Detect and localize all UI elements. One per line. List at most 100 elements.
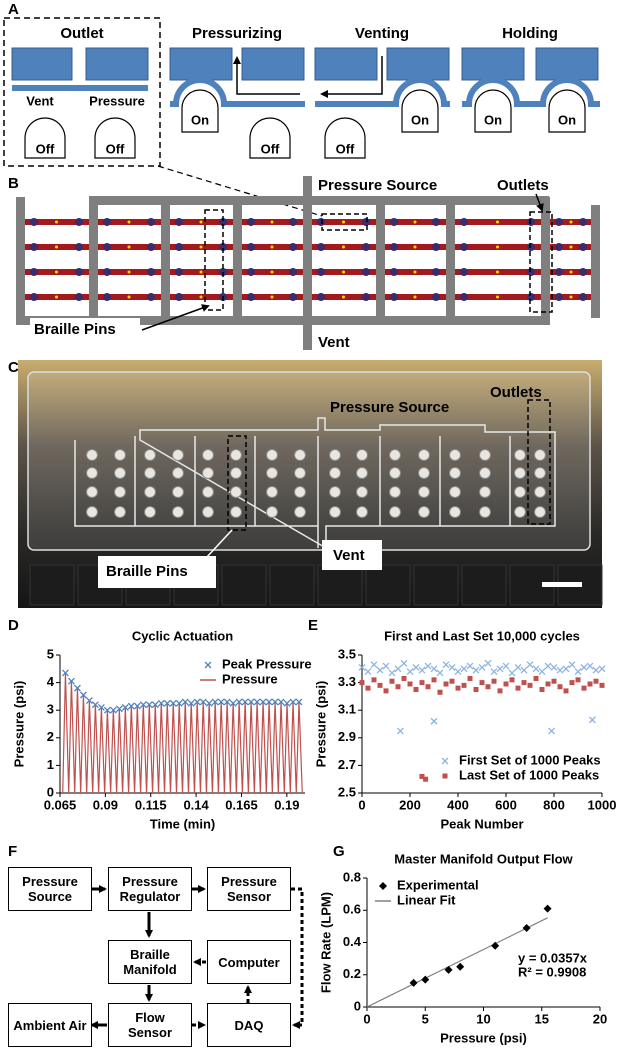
data-point [247, 698, 255, 706]
braille-pin-photo [114, 467, 126, 479]
panel-label: C [8, 359, 19, 376]
data-point [503, 681, 509, 687]
x-tick-label: 0 [358, 797, 365, 812]
data-point [389, 678, 395, 684]
data-point [401, 675, 407, 681]
y-tick-label: 5 [47, 646, 54, 661]
braille-pin-photo [202, 506, 214, 518]
data-point [448, 663, 456, 671]
data-point [359, 680, 365, 686]
keypad-key [365, 564, 411, 606]
flow-node: Computer [207, 940, 291, 984]
x-tick-label: 200 [399, 797, 421, 812]
data-point [436, 669, 444, 677]
state-title: Pressurizing [192, 25, 282, 42]
data-point [235, 698, 243, 706]
valve-dot [342, 220, 345, 224]
braille-pin-dot [460, 293, 468, 301]
x-tick-label: 600 [495, 797, 517, 812]
data-point [283, 699, 291, 707]
data-point [121, 703, 129, 711]
data-point [73, 684, 81, 692]
y-axis-title: Pressure (psi) [11, 681, 26, 768]
data-point [556, 666, 564, 674]
data-point [418, 666, 426, 674]
data-point [406, 668, 414, 676]
label: Vent [318, 334, 350, 351]
data-point [593, 678, 599, 684]
legend-label: Peak Pressure [222, 656, 312, 671]
braille-pin-dot [527, 218, 535, 226]
braille-pin-photo [114, 486, 126, 498]
braille-pin-dot [30, 243, 38, 251]
valve-dot [199, 295, 203, 299]
data-line [62, 672, 303, 794]
y-tick-label: 2.7 [338, 757, 356, 772]
pin-state: On [411, 112, 429, 127]
data-point [539, 687, 545, 692]
braille-pin-dot [317, 218, 325, 226]
valve-dot [569, 220, 573, 224]
braille-pin-dot [75, 268, 83, 276]
data-point [163, 699, 171, 707]
braille-pin-photo [202, 449, 214, 461]
data-point [85, 697, 93, 704]
panel-label: D [8, 617, 19, 634]
manifold-schematic: Pressure Source Outlets Braille Pins Vent [16, 176, 600, 351]
flow-node: Pressure Sensor [207, 867, 291, 911]
legend-label: Linear Fit [397, 892, 456, 907]
manifold-wall [376, 197, 385, 325]
data-point [277, 698, 285, 706]
data-point [520, 666, 528, 674]
x-tick-label: 15 [535, 1011, 549, 1026]
braille-pin-photo [230, 506, 242, 518]
data-point [599, 682, 605, 688]
braille-pin-dot [362, 218, 370, 226]
flow-arrow [233, 56, 300, 95]
braille-pin-photo [418, 449, 430, 461]
braille-pin-photo [230, 486, 242, 498]
data-point [271, 698, 279, 706]
y-tick-label: 0 [354, 998, 361, 1013]
data-point [568, 661, 576, 669]
data-point [557, 684, 563, 690]
legend-label: Last Set of 1000 Peaks [459, 767, 599, 782]
braille-pin-photo [144, 506, 156, 518]
braille-pin-dot [317, 268, 325, 276]
membrane [170, 77, 305, 107]
channel-outline [74, 417, 556, 550]
panel-label: E [308, 617, 318, 634]
data-point [205, 699, 213, 707]
data-point [199, 698, 207, 706]
data-point [61, 669, 69, 677]
valve-dot [270, 245, 274, 249]
scale-bar [542, 582, 582, 587]
y-tick-label: 0 [47, 784, 54, 799]
keypad-key [413, 564, 459, 606]
data-point [508, 669, 516, 677]
annotation: y = 0.0357x [518, 950, 588, 965]
braille-pin-dot [390, 268, 398, 276]
braille-pin-dot [247, 268, 255, 276]
data-point [127, 702, 135, 710]
pin-state: Off [261, 141, 280, 156]
data-point [223, 698, 231, 706]
data-point [109, 706, 117, 714]
flow-arrow [320, 56, 383, 98]
braille-pin-photo [172, 486, 184, 498]
braille-pin-photo [172, 449, 184, 461]
label: Pressure Source [330, 399, 449, 416]
braille-pin-dot [289, 268, 297, 276]
flow-diagram-arrows [88, 885, 304, 1029]
pin-state: On [191, 112, 209, 127]
braille-pin-photo [449, 449, 461, 461]
data-point [396, 727, 404, 735]
highlight-box [321, 213, 368, 231]
braille-pin-photo [449, 506, 461, 518]
data-point [443, 681, 449, 687]
keypad-key [221, 564, 267, 606]
braille-pin-dot [555, 293, 563, 301]
braille-pin-photo [534, 486, 546, 498]
